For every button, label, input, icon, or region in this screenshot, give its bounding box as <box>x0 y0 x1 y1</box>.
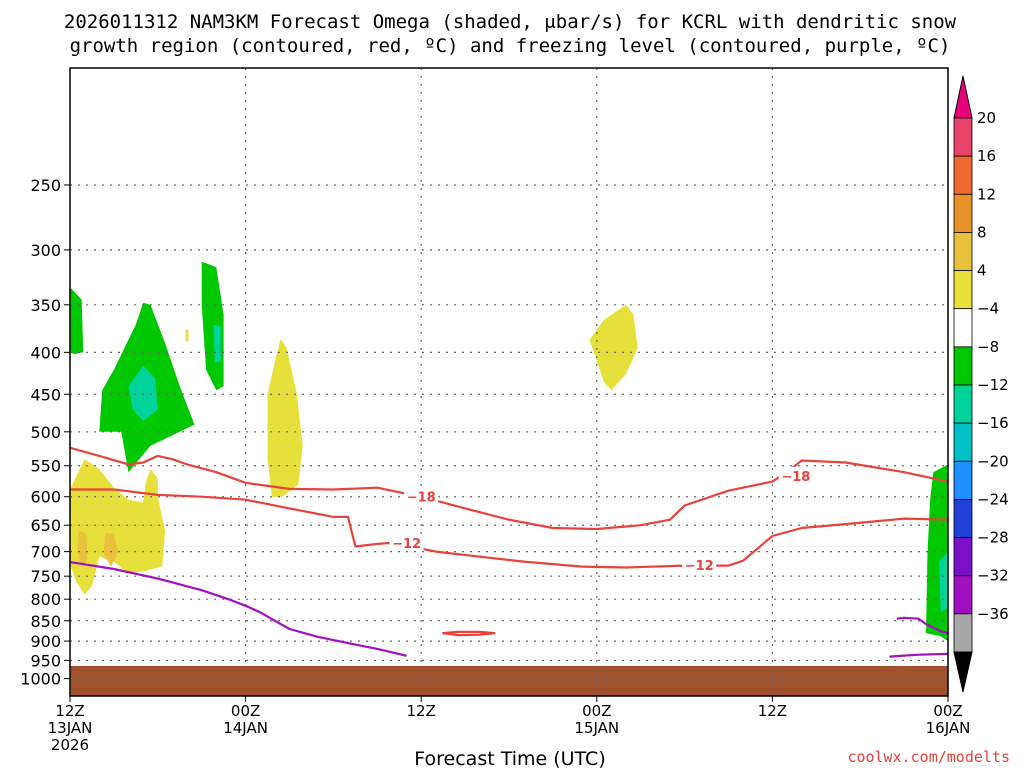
minus-18-isotherm <box>69 446 949 531</box>
contour-label: −12 <box>392 537 421 552</box>
upward-motion-region-3-core <box>213 324 221 363</box>
colorbar-swatch <box>953 270 973 310</box>
downward-motion-region-1-core-b <box>103 533 119 567</box>
freezing-level <box>69 561 407 657</box>
y-tick-label: 800 <box>30 590 61 609</box>
y-tick-label: 350 <box>30 296 61 315</box>
y-tick-label: 700 <box>30 543 61 562</box>
colorbar-swatch <box>953 193 973 233</box>
chart-title-line2: growth region (contoured, red, ºC) and f… <box>70 35 951 57</box>
y-tick-label: 750 <box>30 567 61 586</box>
downward-motion-region-3 <box>589 304 638 391</box>
colorbar-label: −32 <box>977 567 1009 585</box>
y-tick-label: 500 <box>30 423 61 442</box>
colorbar-label: 8 <box>977 223 987 241</box>
y-tick-label: 850 <box>30 612 61 631</box>
colorbar-swatch <box>953 117 973 157</box>
colorbar-bottom-arrow <box>953 651 973 693</box>
colorbar-label: −20 <box>977 452 1009 470</box>
colorbar-swatch <box>953 460 973 500</box>
y-tick-label: 450 <box>30 385 61 404</box>
downward-motion-region-1 <box>70 459 166 595</box>
upward-motion-region-4 <box>926 464 948 642</box>
colorbar-label: 4 <box>977 262 987 280</box>
small-loop-contour <box>442 630 496 637</box>
upward-motion-region-4-core <box>939 551 948 613</box>
x-tick-label: 14JAN <box>223 719 268 737</box>
freezing-level-sfc <box>889 652 949 658</box>
x-tick-label: 12Z <box>758 702 787 720</box>
colorbar-label: −16 <box>977 414 1009 432</box>
contour-label: −12 <box>685 559 714 574</box>
grid-lines <box>69 68 949 696</box>
chart-title-line1: 2026011312 NAM3KM Forecast Omega (shaded… <box>64 11 957 33</box>
colorbar-label: 16 <box>977 147 996 165</box>
colorbar-top-arrow <box>953 75 973 119</box>
colorbar-swatch <box>953 232 973 271</box>
colorbar-label: −12 <box>977 376 1009 394</box>
colorbar-label: −36 <box>977 605 1009 623</box>
x-tick-label: 16JAN <box>926 719 971 737</box>
credit-text: coolwx.com/modelts <box>847 748 1010 766</box>
contour-label-bg <box>682 556 717 574</box>
downward-motion-region-2 <box>267 338 303 497</box>
contour-label-bg <box>778 466 813 484</box>
x-tick-label: 13JAN <box>48 719 93 737</box>
colorbar-swatch <box>953 422 973 462</box>
upward-motion-region-2-core <box>128 365 158 421</box>
y-tick-label: 650 <box>30 516 61 535</box>
x-tick-label: 2026 <box>51 736 89 754</box>
x-tick-label: 00Z <box>231 702 260 720</box>
freezing-level-right <box>896 616 949 635</box>
downward-motion-region-1-core-a <box>77 530 88 567</box>
contour-label: −18 <box>407 491 436 506</box>
colorbar: 20 16 12 8 4 −4 −8 −12 −16 −20 −24 −28 −32 −36 <box>953 75 1009 693</box>
contour-label-bg <box>389 533 424 551</box>
colorbar-label: 20 <box>977 109 996 127</box>
y-tick-label: 400 <box>30 343 61 362</box>
colorbar-label: −24 <box>977 490 1009 508</box>
plot-area <box>70 261 948 696</box>
y-tick-label: 300 <box>30 241 61 260</box>
contour-lines: −12 −12 −18 −18 <box>69 446 949 658</box>
upward-motion-region-3 <box>201 261 224 391</box>
plot-frame <box>69 67 949 697</box>
y-tick-label: 900 <box>30 632 61 651</box>
minus-12-isotherm <box>70 488 949 569</box>
colorbar-swatch <box>953 613 973 653</box>
y-tick-label: 1000 <box>20 670 61 689</box>
x-tick-label: 15JAN <box>574 719 619 737</box>
contour-label-bg <box>404 487 439 505</box>
colorbar-label: −4 <box>977 300 999 318</box>
y-tick-label: 600 <box>30 488 61 507</box>
y-tick-label: 550 <box>30 457 61 476</box>
x-tick-label: 00Z <box>933 702 962 720</box>
colorbar-swatch <box>953 499 973 538</box>
downward-motion-speck <box>185 329 189 342</box>
axes: 2503003504004505005506006507007508008509… <box>20 67 971 754</box>
colorbar-swatch <box>953 384 973 424</box>
x-tick-label: 12Z <box>55 702 84 720</box>
y-tick-label: 950 <box>30 651 61 670</box>
x-tick-label: 12Z <box>407 702 436 720</box>
colorbar-swatch <box>953 308 973 348</box>
upward-motion-region-1 <box>70 287 84 355</box>
y-tick-label: 250 <box>30 176 61 195</box>
colorbar-label: −28 <box>977 529 1009 547</box>
colorbar-swatch <box>953 155 973 195</box>
terrain-fill <box>70 665 948 696</box>
contour-label: −18 <box>781 470 810 485</box>
colorbar-swatch <box>953 537 973 577</box>
colorbar-swatch <box>953 346 973 386</box>
x-tick-label: 00Z <box>582 702 611 720</box>
colorbar-swatch <box>953 575 973 615</box>
colorbar-label: −8 <box>977 338 999 356</box>
x-axis-title: Forecast Time (UTC) <box>414 748 605 768</box>
colorbar-label: 12 <box>977 185 996 203</box>
